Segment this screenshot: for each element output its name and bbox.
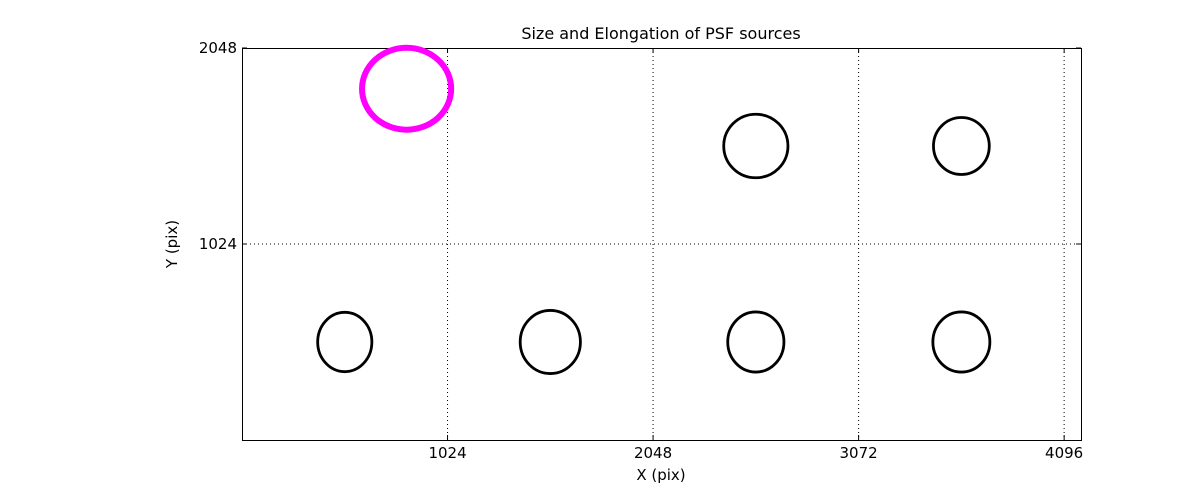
- psf-source-ellipse: [932, 116, 991, 176]
- psf-source-ellipse: [518, 309, 582, 375]
- y-tick-label: 1024: [198, 235, 237, 253]
- flagged-psf-ellipse: [359, 44, 455, 133]
- x-tick-label: 3072: [839, 444, 878, 462]
- psf-source-ellipse: [931, 310, 992, 374]
- psf-source-ellipse: [316, 310, 374, 374]
- x-tick-label: 2048: [633, 444, 673, 462]
- x-axis-label: X (pix): [636, 466, 686, 484]
- x-tick-label: 1024: [428, 444, 467, 462]
- psf-source-ellipse: [722, 112, 790, 180]
- x-tick-label: 4096: [1045, 444, 1084, 462]
- y-axis-label: Y (pix): [163, 219, 181, 269]
- y-tick-label: 2048: [198, 39, 237, 57]
- chart-title: Size and Elongation of PSF sources: [521, 24, 801, 43]
- psf-source-ellipse: [726, 310, 786, 374]
